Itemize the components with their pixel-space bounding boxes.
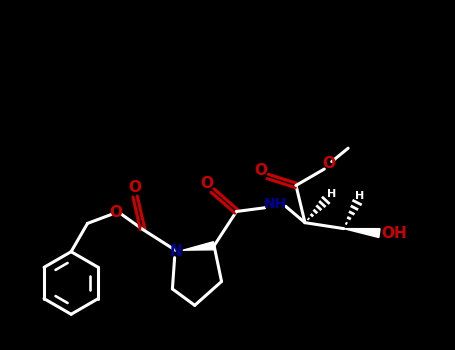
Text: OH: OH bbox=[381, 226, 407, 240]
Polygon shape bbox=[183, 242, 215, 250]
Text: O: O bbox=[109, 205, 122, 220]
Text: O: O bbox=[322, 156, 335, 170]
Text: O: O bbox=[200, 176, 213, 191]
Text: NH: NH bbox=[263, 197, 287, 211]
Text: O: O bbox=[254, 163, 267, 178]
Text: N: N bbox=[170, 244, 182, 259]
Polygon shape bbox=[344, 229, 380, 238]
Text: O: O bbox=[129, 180, 142, 195]
Text: H: H bbox=[327, 189, 336, 200]
Text: H: H bbox=[355, 191, 364, 201]
